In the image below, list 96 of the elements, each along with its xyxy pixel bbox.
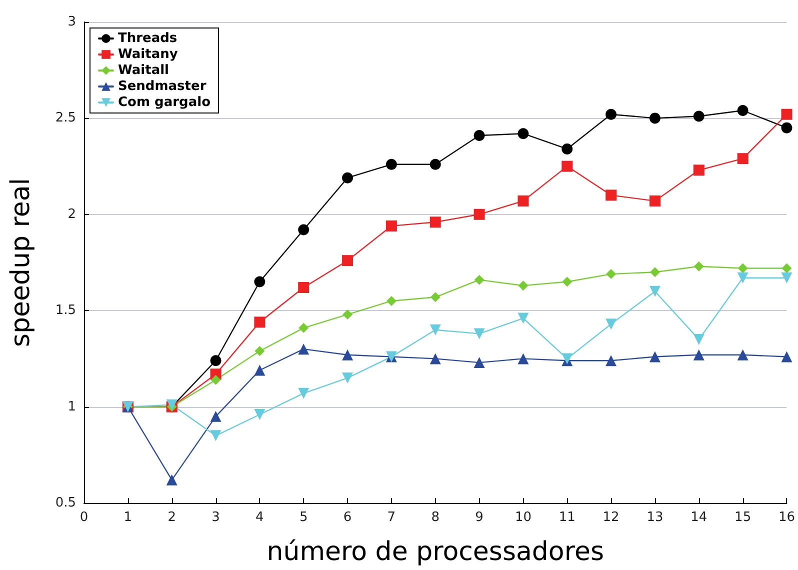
point xyxy=(694,261,704,272)
legend-label: Sendmaster xyxy=(118,79,207,94)
legend-label: Com gargalo xyxy=(118,95,211,110)
point xyxy=(562,160,573,172)
point xyxy=(606,355,617,366)
legend-label: Threads xyxy=(118,31,178,46)
y-axis-title: speedup real xyxy=(6,178,36,348)
y-tick-label: 3 xyxy=(68,14,76,30)
point xyxy=(430,324,441,336)
x-tick-label: 16 xyxy=(778,510,795,525)
point xyxy=(342,172,354,184)
legend-label: Waitall xyxy=(118,63,170,78)
point xyxy=(562,276,572,287)
point xyxy=(693,164,704,176)
x-tick-label: 4 xyxy=(256,510,264,525)
point xyxy=(738,263,748,274)
point xyxy=(781,108,792,120)
point xyxy=(649,286,660,297)
x-tick-label: 15 xyxy=(734,510,752,525)
y-tick-label: 0.5 xyxy=(55,496,76,510)
x-tick-label: 9 xyxy=(475,510,484,525)
x-tick-label: 2 xyxy=(168,510,176,525)
x-tick-label: 14 xyxy=(690,510,708,525)
point xyxy=(518,280,528,291)
legend-label: Waitany xyxy=(118,47,178,62)
x-axis-title: número de processadores xyxy=(266,537,604,567)
point xyxy=(254,316,266,328)
point xyxy=(210,355,222,366)
point xyxy=(474,130,485,142)
point xyxy=(781,122,792,134)
point xyxy=(650,267,660,278)
point xyxy=(737,349,748,360)
point xyxy=(298,344,310,355)
point xyxy=(430,216,441,228)
point xyxy=(298,282,310,294)
point xyxy=(782,263,792,274)
x-tick-label: 11 xyxy=(558,510,576,525)
point xyxy=(342,255,354,266)
point xyxy=(693,349,704,360)
x-tick-label: 6 xyxy=(343,510,352,525)
x-tick-label: 3 xyxy=(212,510,220,525)
x-tick-label: 13 xyxy=(646,510,664,525)
point xyxy=(606,108,617,120)
point xyxy=(649,195,660,206)
point xyxy=(254,364,266,376)
point xyxy=(606,318,617,330)
point xyxy=(649,112,660,124)
point xyxy=(342,372,354,384)
point xyxy=(298,322,309,333)
x-tick-label: 7 xyxy=(387,510,396,525)
x-tick-label: 12 xyxy=(602,510,620,525)
point xyxy=(518,353,529,364)
point xyxy=(430,292,440,302)
x-tick-label: 5 xyxy=(299,510,308,525)
point xyxy=(254,408,266,420)
x-tick-label: 1 xyxy=(124,510,132,525)
point xyxy=(693,110,704,122)
point xyxy=(166,474,178,486)
point xyxy=(386,158,397,170)
y-tick-label: 2 xyxy=(68,206,76,222)
point xyxy=(781,351,792,362)
point xyxy=(474,274,484,285)
point xyxy=(518,128,529,140)
point xyxy=(430,158,441,170)
point xyxy=(518,312,529,324)
point xyxy=(298,388,310,399)
point xyxy=(430,353,441,364)
point xyxy=(386,296,396,306)
y-tick-label: 1.5 xyxy=(55,303,76,318)
point xyxy=(386,220,397,232)
point xyxy=(737,153,748,164)
x-tick-label: 0 xyxy=(80,510,88,525)
point xyxy=(254,276,266,288)
point xyxy=(649,351,660,362)
point xyxy=(342,349,354,360)
y-tick-label: 1 xyxy=(68,399,76,414)
point xyxy=(210,430,222,442)
point xyxy=(606,269,616,280)
point xyxy=(210,410,222,422)
point xyxy=(737,105,748,116)
point xyxy=(210,374,221,385)
x-tick-label: 10 xyxy=(514,510,532,525)
point xyxy=(518,195,529,206)
point xyxy=(298,224,310,236)
point xyxy=(342,309,353,320)
point xyxy=(474,208,485,220)
point xyxy=(781,272,792,284)
x-tick-label: 8 xyxy=(431,510,440,525)
point xyxy=(474,357,485,368)
y-tick-label: 2.5 xyxy=(55,110,76,126)
point xyxy=(562,143,573,154)
point xyxy=(737,272,748,284)
point xyxy=(254,346,265,356)
point xyxy=(606,190,617,201)
point xyxy=(693,334,704,345)
point xyxy=(474,328,485,340)
